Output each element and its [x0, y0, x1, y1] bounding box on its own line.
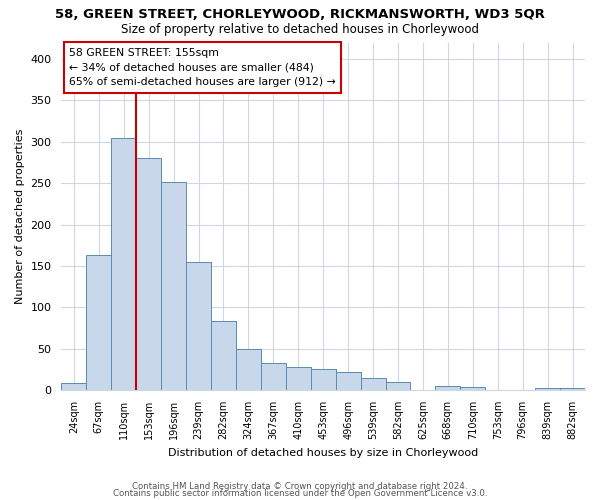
Text: 58 GREEN STREET: 155sqm
← 34% of detached houses are smaller (484)
65% of semi-d: 58 GREEN STREET: 155sqm ← 34% of detache…	[69, 48, 336, 88]
X-axis label: Distribution of detached houses by size in Chorleywood: Distribution of detached houses by size …	[168, 448, 478, 458]
Bar	[211, 322, 236, 390]
Bar	[111, 138, 136, 390]
Y-axis label: Number of detached properties: Number of detached properties	[15, 128, 25, 304]
Bar	[311, 370, 335, 390]
Bar	[460, 387, 485, 390]
Bar	[236, 348, 261, 390]
Bar	[386, 382, 410, 390]
Bar	[61, 382, 86, 390]
Bar	[335, 372, 361, 390]
Bar	[261, 363, 286, 390]
Bar	[86, 255, 111, 390]
Text: Contains HM Land Registry data © Crown copyright and database right 2024.: Contains HM Land Registry data © Crown c…	[132, 482, 468, 491]
Bar	[535, 388, 560, 390]
Bar	[186, 262, 211, 390]
Bar	[560, 388, 585, 390]
Bar	[161, 182, 186, 390]
Text: Size of property relative to detached houses in Chorleywood: Size of property relative to detached ho…	[121, 22, 479, 36]
Text: 58, GREEN STREET, CHORLEYWOOD, RICKMANSWORTH, WD3 5QR: 58, GREEN STREET, CHORLEYWOOD, RICKMANSW…	[55, 8, 545, 20]
Bar	[136, 158, 161, 390]
Bar	[286, 367, 311, 390]
Text: Contains public sector information licensed under the Open Government Licence v3: Contains public sector information licen…	[113, 490, 487, 498]
Bar	[361, 378, 386, 390]
Bar	[436, 386, 460, 390]
